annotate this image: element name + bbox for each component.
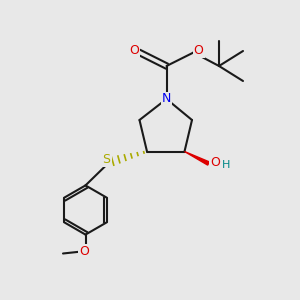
Text: O: O: [210, 156, 220, 170]
Text: O: O: [194, 44, 203, 58]
Polygon shape: [184, 152, 209, 165]
Text: H: H: [222, 160, 230, 170]
Text: O: O: [129, 44, 139, 58]
Text: S: S: [103, 153, 110, 166]
Text: N: N: [162, 92, 171, 106]
Text: O: O: [79, 245, 89, 258]
